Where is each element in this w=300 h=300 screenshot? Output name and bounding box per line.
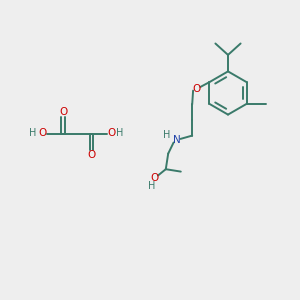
Text: O: O: [38, 128, 47, 139]
Text: O: O: [193, 84, 201, 94]
Text: O: O: [87, 150, 96, 160]
Text: H: H: [116, 128, 124, 139]
Text: N: N: [173, 135, 181, 145]
Text: H: H: [29, 128, 37, 139]
Text: O: O: [150, 172, 158, 183]
Text: O: O: [59, 107, 67, 117]
Text: H: H: [163, 130, 171, 140]
Text: H: H: [148, 181, 156, 191]
Text: O: O: [108, 128, 116, 139]
